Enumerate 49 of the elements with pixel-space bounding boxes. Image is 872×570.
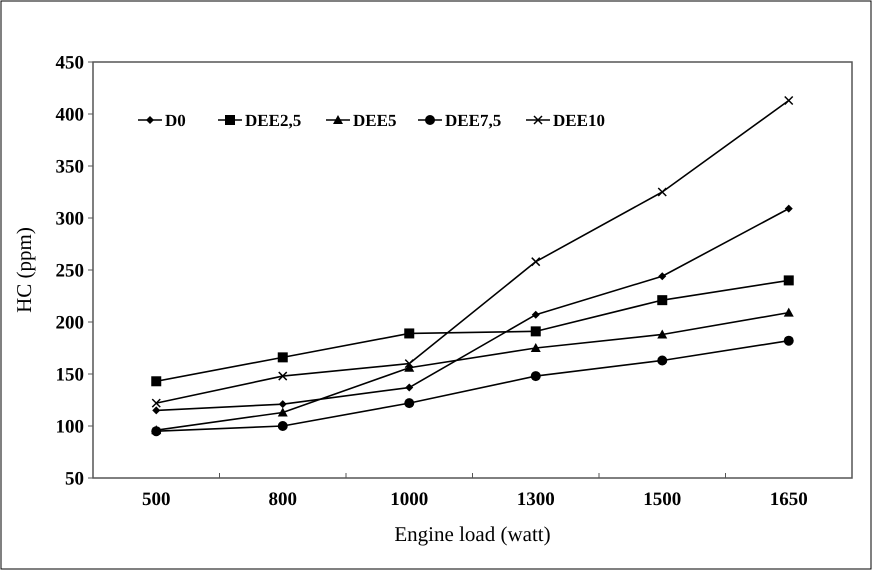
x-tick-label: 1500 [643, 489, 682, 510]
point [658, 187, 667, 197]
legend-label: D0 [165, 110, 186, 130]
x-axis-title: Engine load (watt) [394, 522, 551, 546]
y-tick-label: 150 [56, 364, 84, 386]
x-tick-label: 800 [268, 489, 297, 510]
point [152, 406, 160, 414]
point [658, 272, 666, 280]
point [404, 398, 414, 408]
point [657, 355, 668, 366]
point [784, 336, 794, 346]
point [278, 352, 288, 362]
point [657, 329, 668, 338]
point [404, 328, 414, 338]
point [278, 421, 288, 431]
y-axis-title: HC (ppm) [12, 227, 36, 313]
y-tick-label: 250 [56, 260, 84, 282]
x-tick-label: 1300 [516, 489, 555, 510]
point [405, 384, 414, 392]
point [152, 398, 161, 408]
y-tick-label: 350 [56, 156, 84, 178]
point [532, 310, 540, 319]
point [278, 371, 288, 381]
y-tick-label: 400 [56, 104, 84, 126]
y-tick-label: 300 [56, 208, 84, 230]
point [784, 308, 794, 317]
point [531, 256, 540, 266]
y-tick-label: 450 [56, 52, 84, 74]
legend-label: DEE5 [353, 110, 396, 130]
point [530, 326, 541, 336]
point [784, 275, 794, 286]
y-tick-label: 100 [56, 416, 84, 438]
y-tick-label: 200 [56, 312, 84, 334]
point [278, 407, 288, 416]
legend-label: DEE10 [553, 110, 605, 130]
point [530, 371, 541, 382]
x-tick-label: 500 [142, 489, 170, 510]
point [530, 343, 541, 352]
point [151, 376, 162, 386]
point [657, 295, 668, 306]
legend-label: DEE2,5 [245, 110, 302, 130]
x-tick-label: 1650 [770, 489, 808, 510]
point [404, 358, 414, 368]
point [784, 96, 794, 106]
y-tick-label: 50 [65, 468, 84, 490]
legend-label: DEE7,5 [445, 110, 502, 130]
x-tick-label: 1000 [390, 489, 428, 510]
point [784, 204, 793, 213]
point [278, 400, 287, 408]
